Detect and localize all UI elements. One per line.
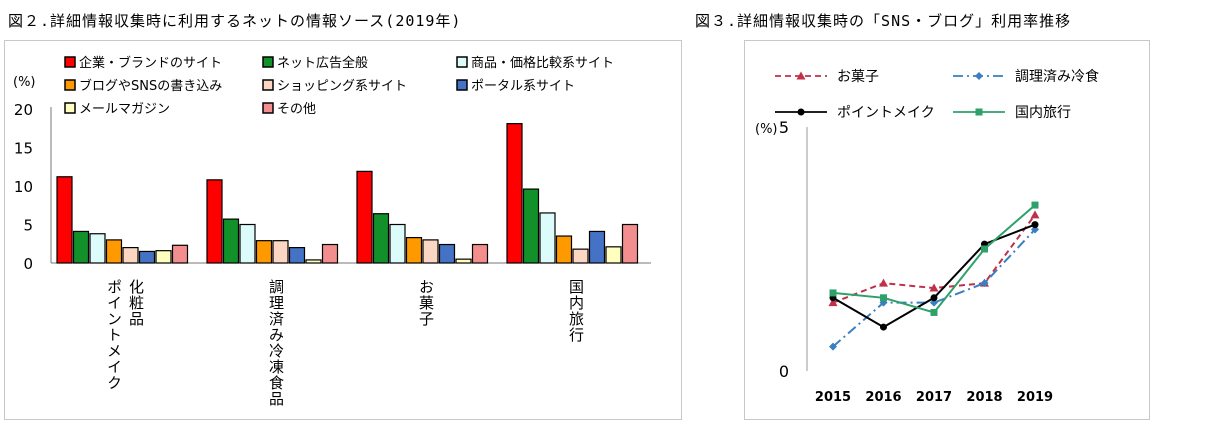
bar: [321, 243, 339, 264]
fig2-caption: 図２.詳細情報収集時に利用するネットの情報ソース(2019年): [8, 12, 462, 30]
bar: [588, 230, 606, 264]
data-point: [929, 283, 939, 292]
bar: [372, 213, 390, 264]
legend-marker: [797, 108, 805, 116]
bar: [356, 170, 373, 264]
bar: [272, 240, 289, 264]
legend-label: 国内旅行: [1015, 105, 1071, 121]
bar: [506, 123, 523, 264]
x-category-label: お菓子: [417, 279, 435, 327]
y-tick-label: 20: [14, 101, 33, 119]
y-tick-label: 5: [779, 118, 789, 137]
legend-label: ポイントメイク: [837, 105, 935, 121]
y-tick-label: 10: [14, 178, 33, 196]
bar: [572, 248, 589, 264]
x-category-label: 調理済み冷凍食品: [267, 279, 285, 407]
x-category-label: ポイントメイク: [105, 279, 123, 391]
data-point: [1031, 221, 1039, 229]
bar: [438, 243, 456, 264]
bar: [422, 239, 439, 264]
bar: [471, 243, 489, 264]
legend-label: 調理済み冷食: [1015, 68, 1099, 85]
bar: [255, 240, 273, 264]
x-tick-label: 2016: [865, 390, 901, 405]
bar-chart: 企業・ブランドのサイト ネット広告全般 商品・価格比較系サイトブログやSNSの書き込…: [13, 55, 651, 407]
bar: [605, 246, 622, 264]
bar: [171, 244, 189, 264]
x-tick-label: 2018: [966, 390, 1002, 405]
data-point: [880, 294, 887, 302]
bar: [138, 250, 156, 264]
data-point: [930, 308, 938, 316]
bar: [239, 223, 256, 264]
bar: [122, 247, 139, 264]
y-tick-label: 5: [23, 217, 33, 235]
data-point: [980, 279, 989, 288]
legend-label: 企業・ブランドのサイト: [79, 55, 222, 71]
legend-label: 商品・価格比較系サイト: [471, 55, 614, 71]
legend-marker: [975, 108, 983, 116]
data-point: [981, 245, 988, 253]
line-chart-panel: お菓子 調理済み冷食ポイントメイク 国内旅行 (%) 0 5 2015 2016 2017 201…: [744, 40, 1150, 420]
bar: [389, 223, 406, 264]
x-category-label: 化粧品: [127, 279, 145, 327]
y-tick-label: 15: [14, 140, 33, 158]
bar: [72, 230, 90, 264]
data-point: [829, 289, 837, 297]
data-point: [828, 298, 838, 307]
data-point: [1030, 210, 1040, 219]
y-axis-label: (%): [13, 75, 36, 90]
y-axis-label: (%): [755, 122, 778, 137]
y-tick-label: 0: [779, 362, 789, 381]
legend-marker: [975, 72, 983, 80]
legend-swatch: [456, 56, 468, 68]
legend-label: お菓子: [837, 69, 879, 85]
legend-swatch: [262, 102, 274, 114]
data-point: [930, 298, 938, 307]
data-point: [1031, 225, 1039, 234]
legend-swatch: [456, 79, 468, 91]
legend-label: ポータル系サイト: [471, 79, 575, 94]
data-point: [930, 294, 938, 302]
bar: [305, 259, 322, 264]
bar: [288, 247, 306, 264]
legend-swatch: [262, 79, 274, 91]
data-point: [1031, 201, 1039, 209]
x-tick-label: 2015: [815, 390, 851, 405]
legend-label: ブログやSNSの書き込み: [79, 78, 222, 94]
data-point: [880, 323, 887, 331]
bar: [405, 236, 423, 264]
x-category-label: 国内旅行: [567, 279, 585, 343]
bar-chart-panel: 企業・ブランドのサイト ネット広告全般 商品・価格比較系サイトブログやSNSの書き込…: [4, 40, 682, 420]
legend-label: ネット広告全般: [277, 55, 368, 71]
legend-label: ショッピング系サイト: [277, 79, 407, 94]
legend-swatch: [64, 102, 76, 114]
legend-swatch: [64, 56, 76, 68]
bar: [621, 223, 639, 264]
bar: [155, 250, 172, 264]
bar: [539, 212, 556, 264]
legend-marker: [796, 71, 806, 80]
bar: [555, 235, 573, 264]
legend-label: その他: [277, 102, 316, 117]
fig3-caption: 図３.詳細情報収集時の「SNS・ブログ」利用率推移: [695, 12, 1072, 30]
x-tick-label: 2019: [1017, 390, 1053, 405]
legend-swatch: [262, 56, 274, 68]
legend-swatch: [64, 79, 76, 91]
bar: [522, 188, 540, 264]
bar: [222, 218, 240, 264]
bar: [89, 233, 106, 264]
bar: [455, 258, 472, 264]
x-tick-label: 2017: [916, 390, 952, 405]
bar: [56, 176, 73, 264]
bar: [206, 179, 223, 264]
legend-label: メールマガジン: [79, 102, 170, 117]
bar: [105, 239, 123, 264]
data-point: [879, 278, 888, 287]
data-point: [829, 342, 837, 351]
y-tick-label: 0: [23, 255, 33, 273]
